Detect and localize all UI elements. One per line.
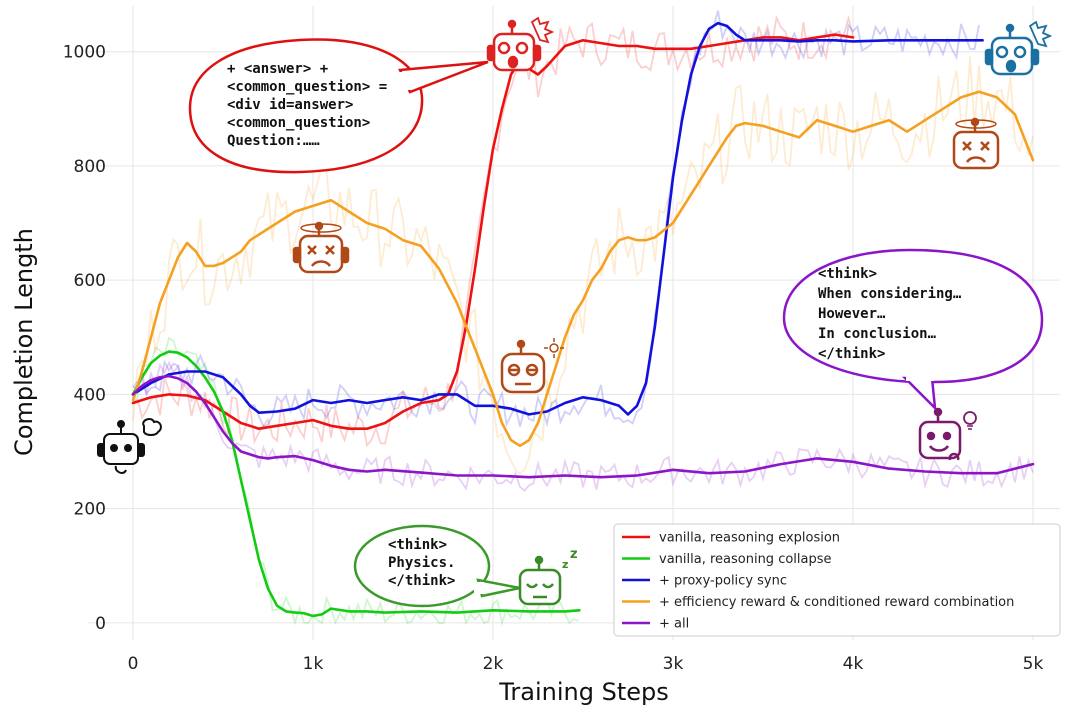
legend-entry: vanilla, reasoning collapse (659, 552, 832, 567)
shocked-robot-icon (984, 20, 1053, 76)
y-tick-label: 1000 (63, 43, 106, 63)
x-tick-label: 0 (128, 654, 139, 674)
dizzy-robot-icon (292, 221, 350, 274)
legend-entry: + proxy-policy sync (659, 574, 787, 589)
collapse-bubble-line: Physics. (388, 555, 455, 571)
series-line (131, 90, 1035, 448)
shocked-robot-icon (486, 16, 555, 72)
y-tick-label: 600 (74, 271, 106, 291)
explosion-bubble-line: <common_question> (227, 115, 370, 131)
think-bubble-line: </think> (818, 346, 885, 362)
think-bubble-line: <think> (818, 266, 877, 282)
series-line (131, 21, 984, 416)
explosion-speech-bubble: + <answer> + <common_question> = <div id… (188, 38, 489, 174)
smoothed-series-layer (131, 21, 1035, 618)
x-axis-label: Training Steps (498, 678, 668, 706)
think-bubble-line: However… (818, 306, 886, 322)
raw-series-line (132, 360, 1034, 492)
thinking-robot-icon (97, 418, 162, 474)
y-axis-label: Completion Length (10, 228, 38, 456)
series-line (131, 350, 581, 618)
think-bubble-line: In conclusion… (818, 326, 937, 342)
collapse-bubble-line: </think> (388, 573, 455, 589)
sleepy-robot-icon (500, 338, 564, 394)
svg-text:z: z (562, 558, 568, 571)
x-tick-label: 3k (663, 654, 684, 674)
collapse-speech-bubble: <think> Physics. </think> (353, 524, 521, 608)
raw-series-line (132, 10, 980, 428)
x-tick-label: 1k (303, 654, 324, 674)
legend-entry: vanilla, reasoning explosion (659, 531, 840, 546)
y-tick-label: 400 (74, 385, 106, 405)
x-tick-label: 5k (1023, 654, 1044, 674)
svg-text:z: z (570, 547, 578, 562)
x-tick-label: 4k (843, 654, 864, 674)
legend: vanilla, reasoning explosion vanilla, rea… (613, 523, 1061, 637)
explosion-bubble-line: <div id=answer> (227, 97, 353, 113)
y-tick-label: 800 (74, 157, 106, 177)
legend-entry: + all (659, 617, 689, 632)
explosion-bubble-line: Question:…… (227, 133, 320, 149)
explosion-bubble-line: <common_question> = (227, 79, 387, 95)
legend-entry: + efficiency reward & conditioned reward… (659, 595, 1014, 610)
x-tick-label: 2k (483, 654, 504, 674)
y-axis-ticks: 0 200 400 600 800 1000 (63, 43, 106, 634)
collapse-bubble-line: <think> (388, 537, 447, 553)
think-bubble-line: When considering… (818, 286, 962, 302)
series-line (131, 33, 855, 431)
sleeping-robot-icon: z z (518, 547, 578, 606)
series-line (131, 374, 1035, 479)
y-tick-label: 200 (74, 500, 106, 520)
dizzy-robot-icon (952, 117, 1000, 170)
explosion-bubble-line: + <answer> + (227, 61, 328, 77)
y-tick-label: 0 (95, 614, 106, 634)
x-axis-ticks: 0 1k 2k 3k 4k 5k (128, 654, 1044, 674)
think-speech-bubble: <think> When considering… However… In co… (782, 248, 1044, 412)
idea-robot-icon (918, 407, 977, 461)
raw-series-line (132, 56, 1034, 476)
